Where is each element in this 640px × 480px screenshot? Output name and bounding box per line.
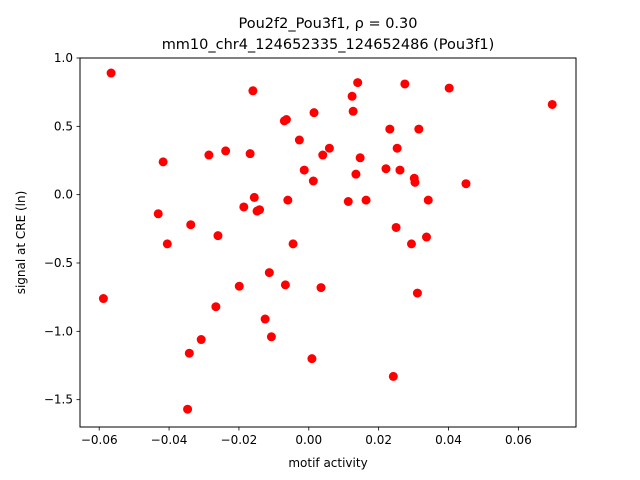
data-point-35 bbox=[318, 150, 328, 160]
data-point-50 bbox=[400, 79, 410, 89]
x-tick-label: 0.04 bbox=[435, 433, 462, 447]
chart-title: Pou2f2_Pou3f1, ρ = 0.30 bbox=[238, 16, 417, 32]
x-axis-label: motif activity bbox=[288, 456, 367, 470]
chart-subtitle: mm10_chr4_124652335_124652486 (Pou3f1) bbox=[162, 37, 495, 53]
data-point-56 bbox=[422, 232, 431, 242]
y-tick-label: 0.5 bbox=[54, 119, 73, 133]
data-point-48 bbox=[392, 143, 402, 153]
data-point-7 bbox=[184, 348, 194, 358]
data-point-17 bbox=[249, 192, 259, 202]
data-point-14 bbox=[234, 281, 244, 291]
data-point-23 bbox=[266, 332, 276, 342]
data-point-5 bbox=[162, 239, 172, 249]
y-axis-ticks: −1.5 −1.0 −0.5 0.0 0.5 1.0 bbox=[44, 51, 80, 407]
x-axis-ticks: −0.06 −0.04 −0.02 0.00 0.02 0.04 0.06 bbox=[81, 427, 532, 447]
data-point-28 bbox=[288, 239, 298, 249]
y-tick-label: −1.5 bbox=[44, 393, 73, 407]
data-point-9 bbox=[196, 335, 206, 345]
data-point-15 bbox=[239, 202, 249, 212]
data-point-49 bbox=[395, 165, 405, 175]
data-point-12 bbox=[211, 302, 221, 312]
data-point-43 bbox=[361, 195, 371, 205]
data-point-33 bbox=[307, 354, 317, 364]
data-point-54 bbox=[412, 288, 422, 298]
x-tick-label: −0.06 bbox=[81, 433, 118, 447]
data-point-42 bbox=[355, 153, 365, 163]
x-tick-label: −0.02 bbox=[221, 433, 258, 447]
y-tick-label: 1.0 bbox=[54, 51, 73, 65]
data-point-51 bbox=[406, 239, 416, 249]
data-point-27 bbox=[280, 280, 290, 290]
data-point-30 bbox=[299, 165, 309, 175]
data-point-21 bbox=[260, 314, 270, 324]
data-points bbox=[98, 68, 557, 414]
data-point-6 bbox=[186, 220, 196, 230]
data-point-10 bbox=[204, 150, 214, 160]
y-axis-label: signal at CRE (ln) bbox=[14, 191, 28, 295]
data-point-1 bbox=[106, 68, 116, 78]
data-point-53 bbox=[410, 177, 420, 187]
data-point-2 bbox=[98, 294, 108, 304]
data-point-29 bbox=[294, 135, 304, 145]
data-point-34 bbox=[316, 283, 326, 293]
data-point-8 bbox=[183, 404, 193, 414]
data-point-38 bbox=[347, 91, 357, 101]
x-tick-label: 0.00 bbox=[295, 433, 322, 447]
data-point-55 bbox=[414, 124, 424, 134]
data-point-44 bbox=[381, 164, 391, 174]
data-point-58 bbox=[444, 83, 454, 93]
x-tick-label: 0.02 bbox=[365, 433, 392, 447]
y-tick-label: −1.0 bbox=[44, 324, 73, 338]
data-point-59 bbox=[461, 179, 471, 189]
data-point-39 bbox=[348, 106, 358, 116]
x-tick-label: 0.06 bbox=[505, 433, 532, 447]
data-point-19 bbox=[255, 205, 265, 215]
y-tick-label: −0.5 bbox=[44, 256, 73, 270]
data-point-20 bbox=[248, 86, 258, 96]
data-point-57 bbox=[423, 195, 433, 205]
data-point-26 bbox=[283, 195, 293, 205]
data-point-37 bbox=[343, 197, 353, 206]
data-point-11 bbox=[213, 231, 223, 241]
data-point-3 bbox=[158, 157, 168, 167]
data-point-36 bbox=[324, 143, 334, 153]
data-point-45 bbox=[385, 124, 395, 134]
data-point-25 bbox=[281, 115, 291, 124]
y-tick-label: 0.0 bbox=[54, 188, 73, 202]
x-tick-label: −0.04 bbox=[151, 433, 188, 447]
data-point-16 bbox=[245, 149, 255, 159]
data-point-4 bbox=[153, 209, 163, 219]
data-point-46 bbox=[388, 371, 398, 381]
data-point-47 bbox=[391, 222, 401, 232]
data-point-60 bbox=[547, 99, 557, 109]
plot-frame bbox=[79, 57, 577, 428]
data-point-40 bbox=[351, 169, 361, 179]
data-point-22 bbox=[264, 268, 274, 278]
data-point-32 bbox=[309, 108, 319, 118]
data-point-13 bbox=[221, 146, 231, 156]
data-point-41 bbox=[353, 78, 363, 88]
data-point-31 bbox=[308, 176, 318, 186]
